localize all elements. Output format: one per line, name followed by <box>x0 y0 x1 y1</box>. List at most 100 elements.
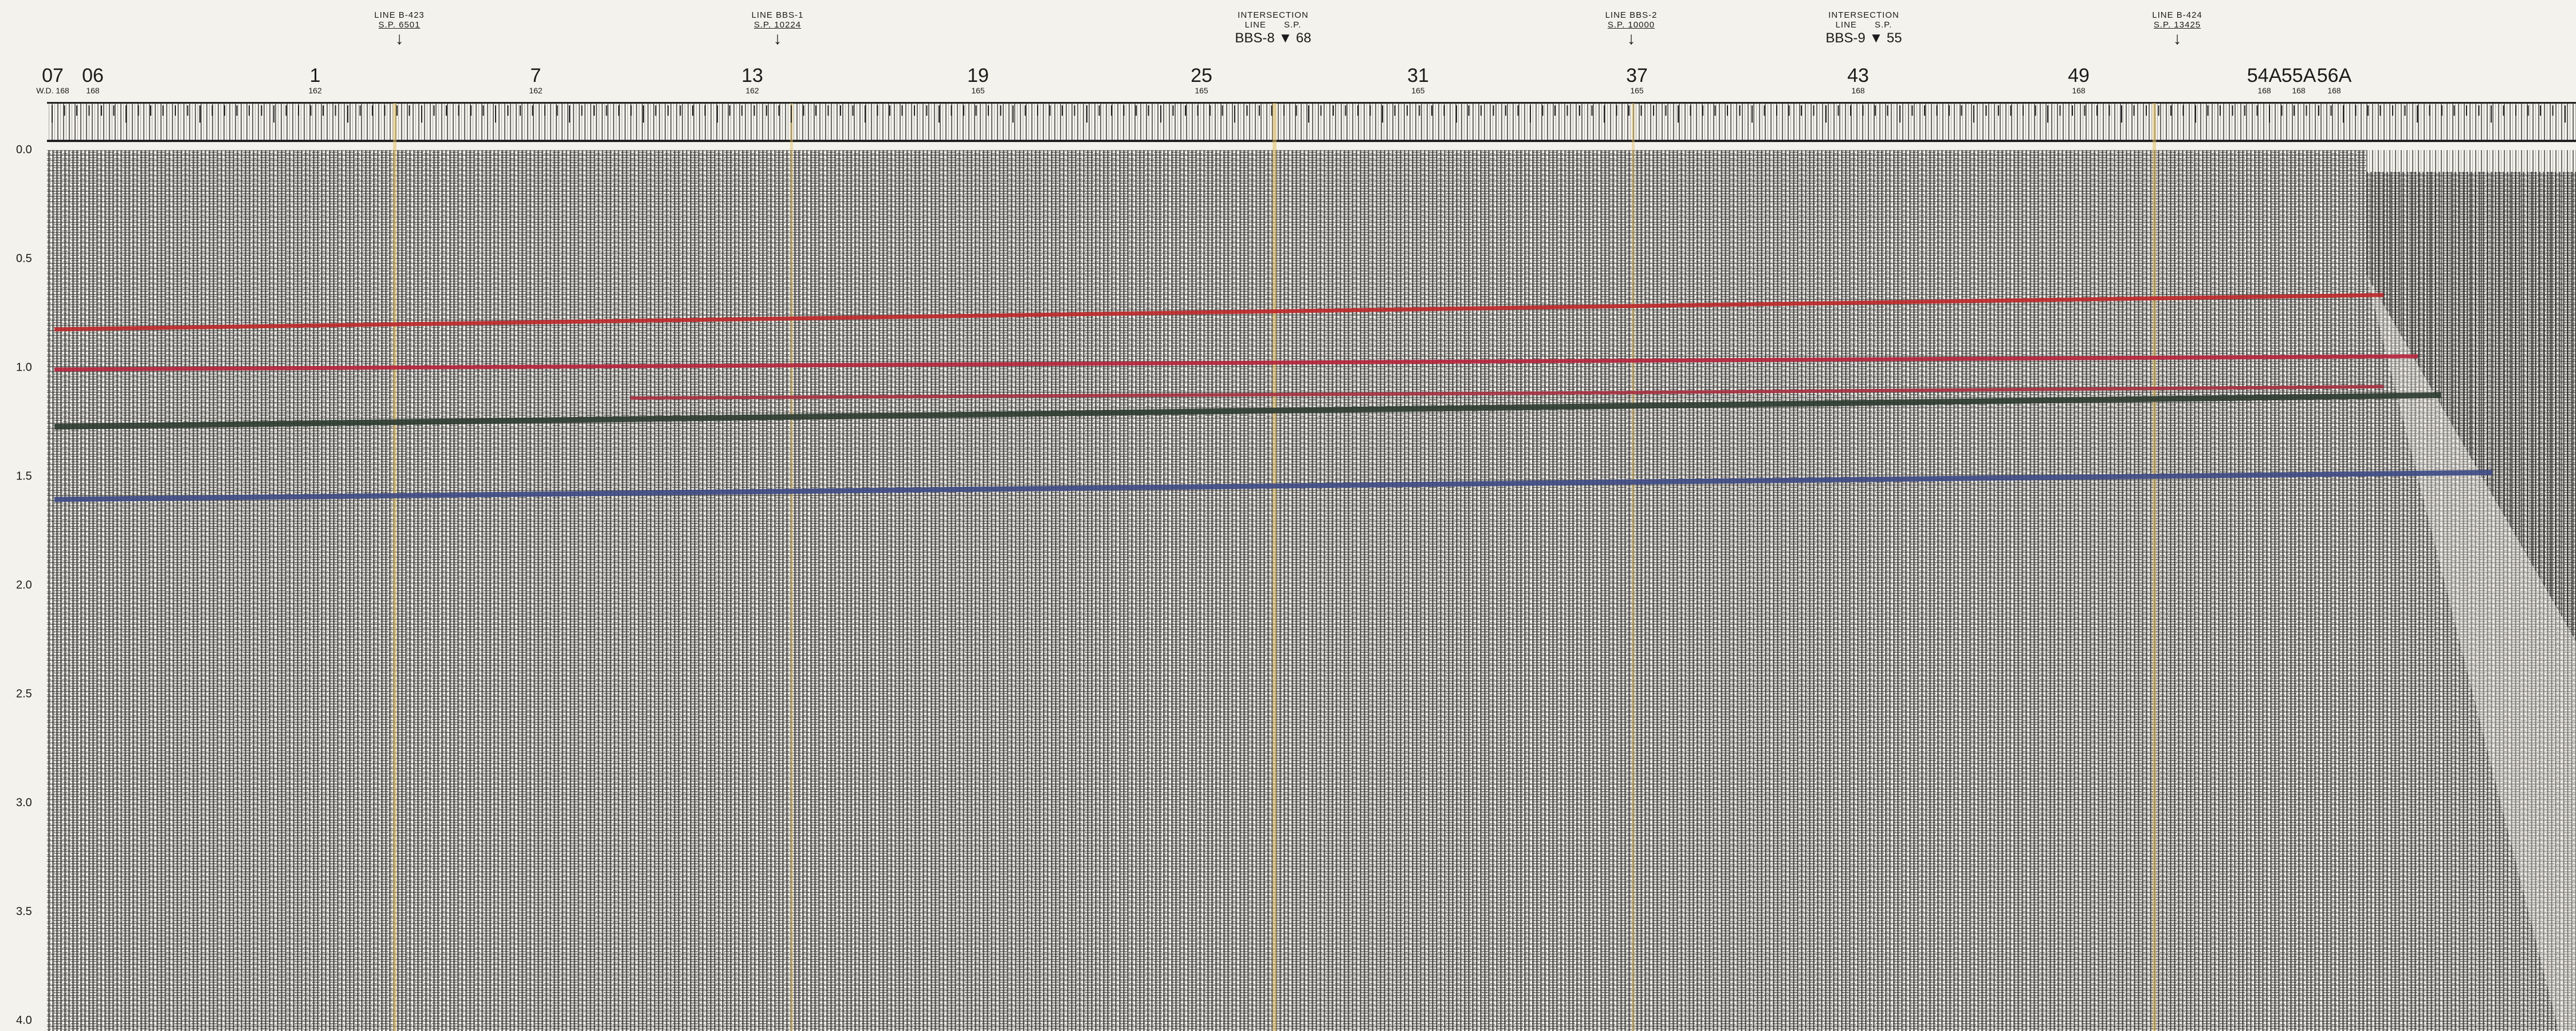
down-triangle-icon: ▼ <box>1278 30 1293 46</box>
tick-mark <box>1443 105 1445 116</box>
tick-mark <box>298 105 299 116</box>
tick-mark <box>2527 105 2529 116</box>
tick-mark <box>224 105 225 116</box>
shotpoint-label: 1 162 <box>308 65 322 95</box>
tick-mark <box>2146 105 2147 116</box>
tick-mark <box>803 105 804 116</box>
tick-mark <box>2244 105 2245 116</box>
tick-mark <box>1776 105 1777 116</box>
tick-mark <box>2010 105 2012 116</box>
tick-mark <box>1320 105 1322 116</box>
tick-mark <box>1431 105 1432 116</box>
tick-mark <box>2108 105 2110 116</box>
tick-mark <box>544 105 545 116</box>
tick-mark <box>285 105 287 116</box>
tick-mark <box>1825 105 1827 123</box>
tick-mark <box>1394 105 1396 116</box>
tick-mark <box>840 105 841 116</box>
tick-mark <box>2207 105 2209 116</box>
red-horizon-upper <box>54 293 2384 332</box>
tick-mark <box>52 105 53 123</box>
tick-mark <box>2343 105 2344 123</box>
tick-mark <box>988 105 989 116</box>
tick-mark <box>1862 105 1864 116</box>
tick-mark <box>1985 105 1987 116</box>
tick-mark <box>162 105 164 116</box>
intersection-bbs8: INTERSECTION LINE S.P. BBS-8 ▼ 68 <box>1235 10 1311 46</box>
tick-mark <box>1739 105 1741 116</box>
tick-mark <box>1604 105 1605 123</box>
time-label: 3.5 <box>16 905 32 918</box>
tick-mark <box>1283 105 1285 116</box>
tick-mark <box>667 105 669 116</box>
tick-mark <box>1640 105 1642 116</box>
tick-mark <box>1591 105 1593 116</box>
tick-mark <box>2429 105 2430 116</box>
tick-mark <box>1924 105 1925 116</box>
tick-mark <box>495 105 496 123</box>
intersection-bbs9: INTERSECTION LINE S.P. BBS-9 ▼ 55 <box>1825 10 1902 46</box>
seismic-traces <box>47 150 2576 1031</box>
tick-mark <box>975 105 977 116</box>
tick-mark <box>2379 105 2381 116</box>
tick-mark <box>1752 105 1753 123</box>
tick-mark <box>1813 105 1815 116</box>
tick-mark <box>741 105 743 116</box>
tick-mark <box>594 105 595 116</box>
tick-mark <box>2330 105 2332 116</box>
shotpoint-label: 19 165 <box>967 65 989 95</box>
tick-mark <box>470 105 472 116</box>
tick-mark <box>520 105 521 116</box>
tick-ruler <box>47 102 2576 142</box>
time-label: 4.0 <box>16 1014 32 1027</box>
tick-mark <box>532 105 533 116</box>
tick-mark <box>2503 105 2504 116</box>
tick-mark <box>827 105 829 116</box>
tick-mark <box>372 105 373 116</box>
shotpoint-label: 06 168 <box>82 65 104 95</box>
tick-mark <box>1542 105 1544 116</box>
tick-mark <box>482 105 484 116</box>
tick-mark <box>1616 105 1617 116</box>
tick-mark <box>2478 105 2480 116</box>
tick-mark <box>2072 105 2073 116</box>
tick-mark <box>2294 105 2295 116</box>
tick-mark <box>717 105 718 123</box>
shotpoint-label: 07 W.D. 168 <box>36 65 69 95</box>
tick-mark <box>409 105 410 116</box>
tick-mark <box>2084 105 2086 116</box>
down-arrow-icon: ↓ <box>2173 29 2182 48</box>
tick-mark <box>2133 105 2135 116</box>
tick-mark <box>76 105 77 116</box>
tick-mark <box>1887 105 1888 116</box>
tick-mark <box>1468 105 1470 116</box>
tick-mark <box>1345 105 1346 116</box>
tick-mark <box>704 105 706 116</box>
tick-mark <box>2355 105 2357 116</box>
tick-mark <box>2182 105 2184 116</box>
tick-mark <box>643 105 644 123</box>
tick-mark <box>211 105 213 116</box>
tick-mark <box>778 105 780 116</box>
tick-mark <box>1234 105 1235 123</box>
time-label: 0.5 <box>16 252 32 265</box>
tick-mark <box>1246 105 1248 116</box>
tick-mark <box>1295 105 1297 116</box>
line-crossing-b423: LINE B-423 S.P. 6501 ↓ <box>374 10 425 48</box>
tick-mark <box>1714 105 1716 116</box>
shotpoint-label: 56A 168 <box>2316 65 2352 95</box>
tick-mark <box>1899 105 1900 123</box>
tick-mark <box>766 105 767 116</box>
tick-mark <box>655 105 657 116</box>
tick-mark <box>1185 105 1186 116</box>
tick-mark <box>199 105 201 123</box>
tick-mark <box>236 105 238 116</box>
tick-mark <box>1074 105 1075 116</box>
tick-mark <box>446 105 447 116</box>
tick-mark <box>1973 105 1974 123</box>
time-label: 2.0 <box>16 579 32 592</box>
tick-mark <box>323 105 324 116</box>
tick-mark <box>1566 105 1568 116</box>
tick-mark <box>1690 105 1691 116</box>
